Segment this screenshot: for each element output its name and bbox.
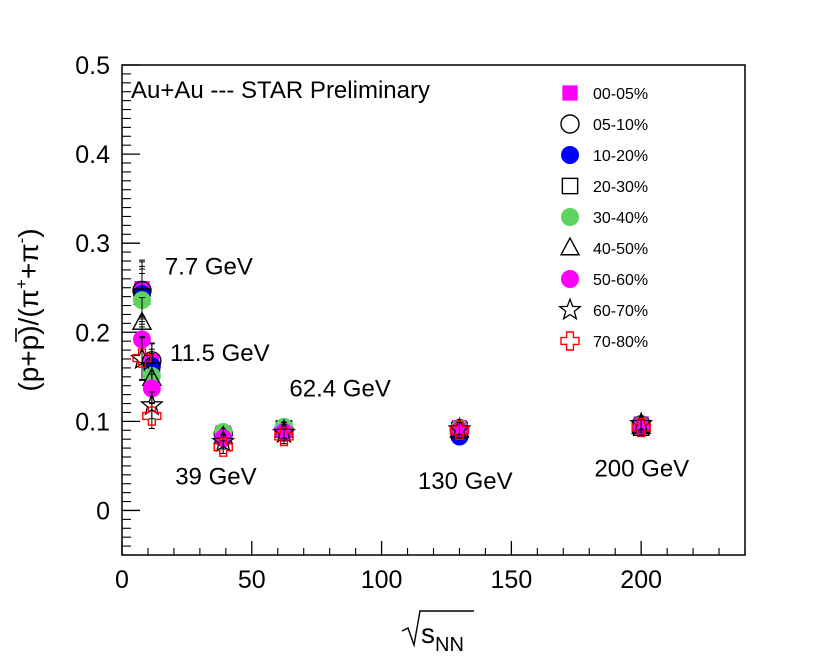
legend-entry: 70-80% [560, 331, 648, 351]
legend-marker [562, 85, 578, 101]
legend-marker [561, 177, 579, 195]
y-tick-label: 0.1 [75, 408, 110, 436]
energy-annotations: 7.7 GeV 11.5 GeV 62.4 GeV 39 GeV 130 GeV 200 … [165, 253, 689, 495]
energy-label: 200 GeV [594, 456, 689, 483]
legend-marker [561, 146, 579, 164]
legend-entry: 10-20% [561, 146, 648, 165]
y-tick-label: 0.2 [75, 319, 110, 347]
x-tick-label: 150 [491, 566, 533, 594]
x-tick-label: 100 [361, 566, 403, 594]
svg-text:sNN: sNN [421, 618, 464, 656]
data-points [129, 259, 654, 457]
series-70-80% [132, 336, 651, 457]
legend-entry: 60-70% [557, 297, 648, 321]
legend-entry: 40-50% [559, 236, 648, 258]
axis-ticks [121, 64, 746, 556]
x-tick-label: 50 [238, 566, 266, 594]
data-point [142, 379, 161, 398]
legend-label: 05-10% [593, 117, 648, 134]
data-point [132, 348, 152, 368]
y-tick-label: 0.3 [75, 230, 110, 258]
x-axis-title: sNN [401, 610, 474, 656]
legend-label: 00-05% [593, 86, 648, 103]
data-point [274, 426, 294, 447]
legend-label: 60-70% [593, 303, 648, 320]
series-50-60% [132, 315, 651, 448]
legend-entry: 05-10% [560, 114, 648, 134]
tick-labels: 0 50 100 150 200 0 0.1 0.2 0.3 0.4 0.5 [75, 52, 662, 594]
legend-label: 40-50% [593, 241, 648, 258]
legend-marker [557, 297, 583, 321]
legend: 00-05% 05-10% 10-20% 20-30% 30-40% 40-50% 50-6… [557, 85, 648, 351]
chart-title: Au+Au --- STAR Preliminary [131, 77, 430, 104]
legend-entry: 00-05% [562, 85, 648, 103]
legend-marker [561, 270, 579, 288]
legend-label: 30-40% [593, 210, 648, 227]
data-point [449, 420, 470, 440]
energy-label: 62.4 GeV [289, 375, 390, 402]
legend-entry: 50-60% [561, 270, 648, 289]
y-tick-label: 0 [96, 497, 110, 525]
legend-label: 10-20% [593, 148, 648, 165]
x-tick-label: 200 [620, 566, 662, 594]
legend-label: 70-80% [593, 334, 648, 351]
legend-marker [559, 236, 581, 256]
y-tick-label: 0.4 [75, 141, 110, 169]
legend-marker [560, 331, 580, 351]
energy-label: 11.5 GeV [170, 340, 270, 367]
energy-label: 7.7 GeV [165, 253, 253, 280]
y-tick-label: 0.5 [75, 52, 110, 80]
data-point [631, 417, 651, 438]
data-point [142, 406, 162, 426]
svg-text:(p+p)/(π++π-): (p+p)/(π++π-) [12, 228, 44, 391]
legend-label: 20-30% [593, 179, 648, 196]
y-axis-title: (p+p)/(π++π-) [12, 228, 44, 391]
energy-label: 39 GeV [175, 464, 256, 491]
legend-marker [560, 114, 580, 134]
series-40-50% [131, 297, 652, 445]
energy-label: 130 GeV [418, 468, 513, 495]
x-tick-label: 0 [115, 566, 129, 594]
legend-marker [561, 208, 579, 226]
legend-label: 50-60% [593, 272, 648, 289]
legend-entry: 20-30% [561, 177, 648, 196]
legend-entry: 30-40% [561, 208, 648, 227]
data-point [213, 437, 233, 457]
